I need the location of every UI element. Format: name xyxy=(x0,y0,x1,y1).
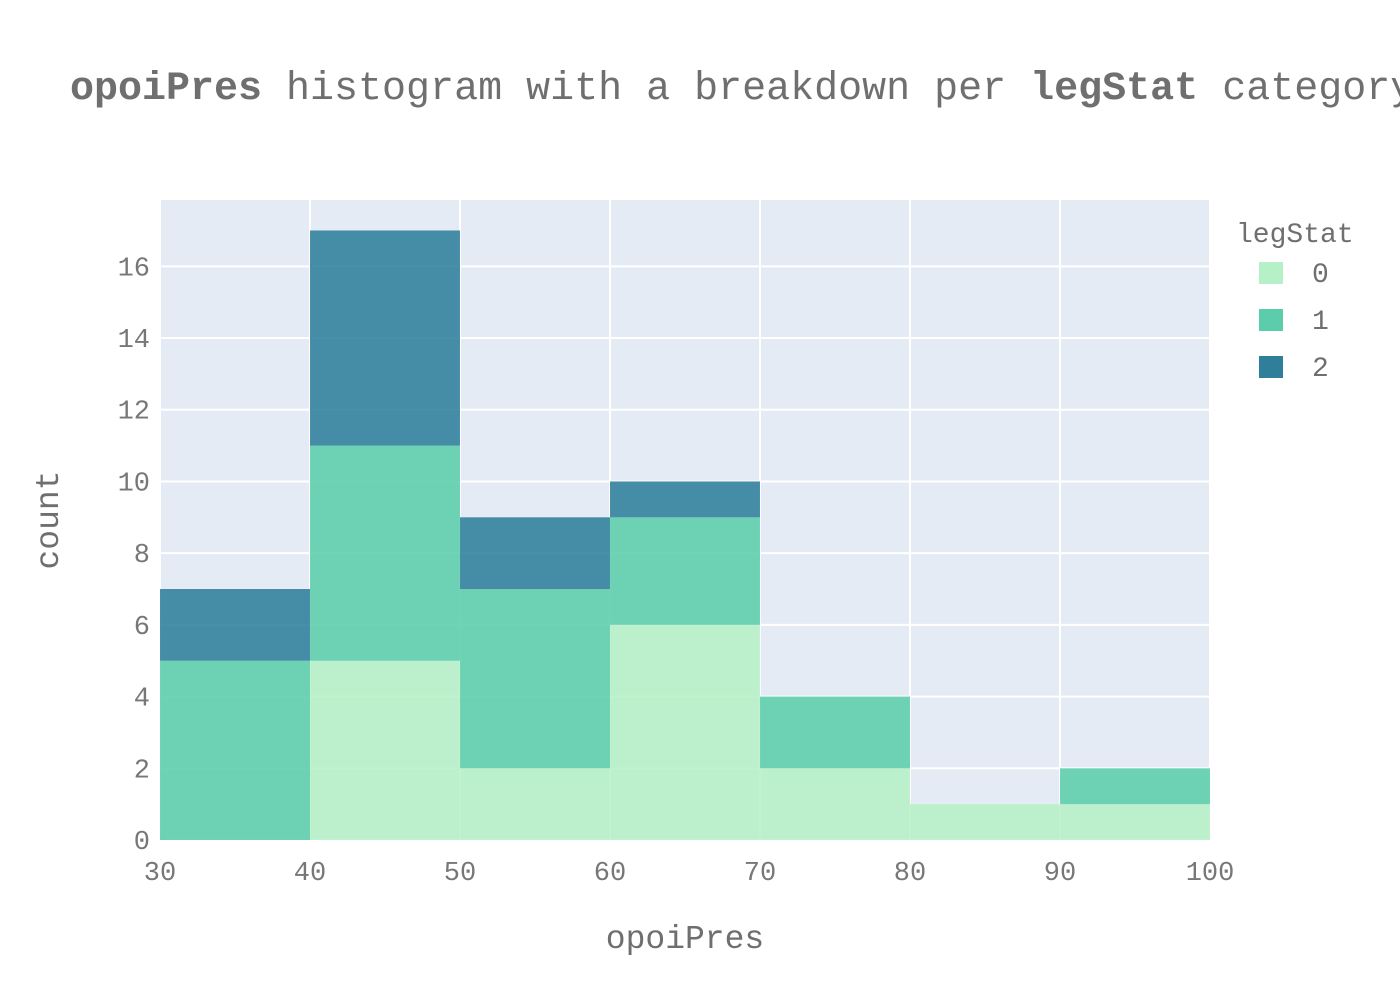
legend-item-1[interactable]: 1 xyxy=(1259,307,1329,338)
y-tick-label-5: 10 xyxy=(118,469,150,499)
bar-series-0-bin-4[interactable] xyxy=(760,768,910,840)
x-tick-label-3: 60 xyxy=(594,859,626,889)
x-tick-label-4: 70 xyxy=(744,859,776,889)
y-tick-label-4: 8 xyxy=(134,541,150,571)
bar-series-2-bin-2[interactable] xyxy=(460,517,610,590)
bar-series-2-bin-0[interactable] xyxy=(160,589,310,661)
x-tick-label-6: 90 xyxy=(1044,859,1076,889)
legend-swatch-0 xyxy=(1259,262,1283,284)
bar-series-0-bin-5[interactable] xyxy=(910,804,1060,840)
x-tick-label-1: 40 xyxy=(294,859,326,889)
legend-swatch-1 xyxy=(1259,309,1283,331)
bar-series-0-bin-6[interactable] xyxy=(1060,804,1210,840)
legend-label-0: 0 xyxy=(1312,260,1329,291)
bar-series-1-bin-2[interactable] xyxy=(460,589,610,769)
histogram-bars xyxy=(160,230,1210,840)
x-tick-label-2: 50 xyxy=(444,859,476,889)
legend-item-0[interactable]: 0 xyxy=(1259,260,1329,291)
y-tick-label-1: 2 xyxy=(134,756,150,786)
legend-title: legStat xyxy=(1236,220,1354,251)
bar-series-1-bin-4[interactable] xyxy=(760,696,910,769)
y-tick-label-7: 14 xyxy=(118,326,150,356)
title-end-text: category xyxy=(1198,67,1400,112)
y-tick-label-0: 0 xyxy=(134,828,150,858)
y-tick-label-2: 4 xyxy=(134,685,150,715)
title-middle-text: histogram with a breakdown per xyxy=(262,67,1031,112)
title-category: legStat xyxy=(1030,67,1199,112)
bar-series-1-bin-0[interactable] xyxy=(160,660,310,840)
x-tick-label-7: 100 xyxy=(1186,859,1235,889)
bar-series-0-bin-2[interactable] xyxy=(460,768,610,840)
legend-swatch-2 xyxy=(1259,356,1283,378)
y-tick-label-8: 16 xyxy=(118,254,150,284)
title-variable: opoiPres xyxy=(70,67,263,112)
bar-series-1-bin-6[interactable] xyxy=(1060,768,1210,805)
bar-series-2-bin-3[interactable] xyxy=(610,481,760,518)
x-tick-label-5: 80 xyxy=(894,859,926,889)
legend-item-2[interactable]: 2 xyxy=(1259,354,1329,385)
bar-series-1-bin-1[interactable] xyxy=(310,445,460,661)
y-tick-label-6: 12 xyxy=(118,398,150,428)
bar-series-2-bin-1[interactable] xyxy=(310,230,460,446)
legend-label-2: 2 xyxy=(1312,354,1329,385)
legend-label-1: 1 xyxy=(1312,307,1329,338)
x-tick-label-0: 30 xyxy=(144,859,176,889)
bar-series-0-bin-3[interactable] xyxy=(610,624,760,840)
x-axis-ticks: 30 40 50 60 70 80 90 100 xyxy=(144,859,1235,889)
y-tick-label-3: 6 xyxy=(134,613,150,643)
bar-series-1-bin-3[interactable] xyxy=(610,517,760,625)
x-axis-title: opoiPres xyxy=(606,921,764,958)
bar-series-0-bin-1[interactable] xyxy=(310,660,460,840)
chart-title: opoiPres histogram with a breakdown per … xyxy=(70,60,1400,120)
y-axis-title: count xyxy=(31,470,68,569)
legend[interactable]: 0 1 2 xyxy=(1259,260,1329,385)
y-axis-ticks: 0 2 4 6 8 10 12 14 16 xyxy=(118,254,150,858)
